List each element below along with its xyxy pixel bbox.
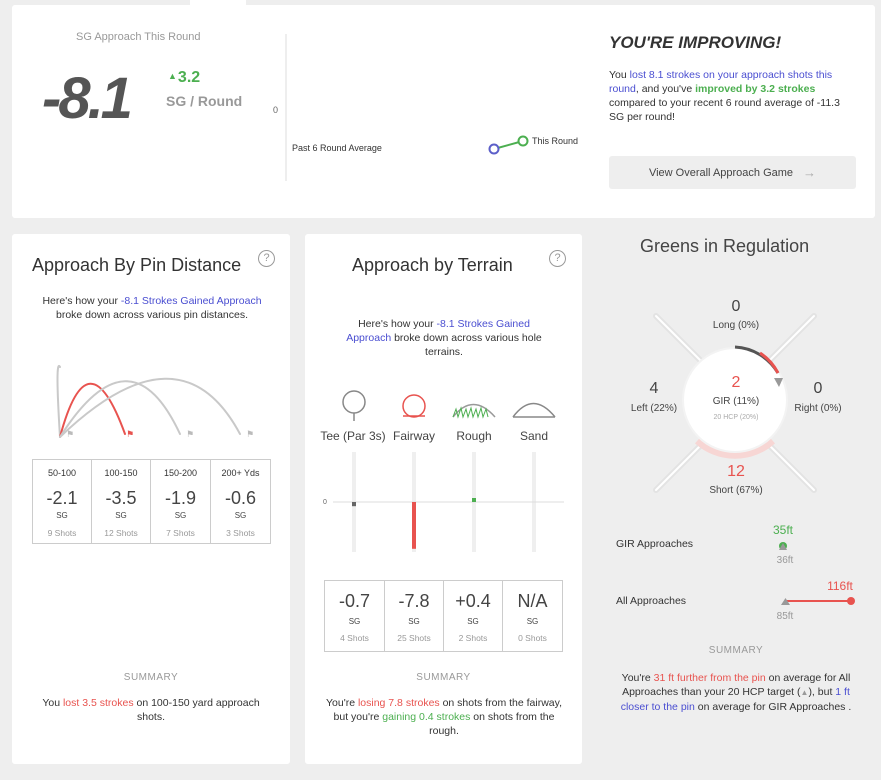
arc-100-150 — [59, 382, 126, 438]
terrain-label-rough: Rough — [456, 429, 492, 443]
gir-long-value: 0 — [731, 298, 741, 315]
gir-right-value: 0 — [813, 380, 823, 397]
all-approaches-target: 85ft — [776, 611, 794, 622]
all-approaches-value: 116ft — [827, 579, 853, 593]
improve-title: YOU'RE IMPROVING! — [609, 33, 782, 52]
gir-long-label: Long (0%) — [712, 320, 760, 331]
terrain-card: Approach by Terrain ? Here's how your -8… — [305, 234, 582, 764]
all-approach-bar — [781, 597, 855, 605]
terrain-label-tee: Tee (Par 3s) — [320, 429, 386, 443]
sand-icon — [512, 402, 556, 418]
terrain-col-sand: N/A SG 0 Shots — [517, 591, 548, 643]
pin-distance-card: Approach By Pin Distance ? Here's how yo… — [12, 234, 290, 764]
all-approaches-label: All Approaches — [616, 595, 687, 607]
terrain-bar-tee — [352, 502, 356, 507]
tee-icon — [342, 390, 366, 414]
pin-distance-arcs: ⚑ ⚑ ⚑ ⚑ — [56, 364, 254, 440]
terrain-col-fairway: -7.8 SG 25 Shots — [385, 581, 444, 651]
gir-summary-text: You're 31 ft further from the pin on ave… — [620, 672, 852, 713]
pin-col-200-plus: 200+ Yds -0.6 SG 3 Shots — [221, 468, 260, 538]
terrain-zero-label: 0 — [323, 499, 327, 506]
gir-title: Greens in Regulation — [640, 236, 810, 256]
sg-delta-unit: SG / Round — [166, 93, 243, 109]
gir-short-value: 12 — [727, 463, 745, 480]
flag-icon: ⚑ — [66, 430, 74, 440]
fairway-icon — [402, 394, 426, 418]
sg-delta: ▲3.2 — [168, 69, 200, 87]
arc-200-plus — [59, 377, 241, 438]
view-overall-approach-button[interactable]: View Overall Approach Game → — [609, 156, 856, 189]
sg-label: SG Approach This Round — [76, 31, 201, 43]
target-triangle-icon: ▲ — [800, 688, 809, 697]
gir-left-label: Left (22%) — [630, 403, 678, 414]
gir-target-arc — [759, 351, 780, 374]
arc-50-100 — [56, 364, 61, 438]
flag-icon: ⚑ — [246, 430, 254, 440]
terrain-sg-chart: 0 — [323, 452, 564, 552]
past-average-marker — [488, 143, 500, 155]
arrow-right-icon: → — [803, 165, 817, 180]
gir-short-label: Short (67%) — [709, 485, 763, 496]
gir-approaches-target: 36ft — [776, 555, 794, 566]
trend-chart: 0 Past 6 Round Average This Round — [273, 34, 578, 181]
past-average-label: Past 6 Round Average — [292, 143, 382, 153]
terrain-summary-text: You're losing 7.8 strokes on shots from … — [325, 697, 563, 737]
pin-col-100-150: 100-150 -3.5 SG 12 Shots — [92, 460, 151, 543]
terrain-label-sand: Sand — [519, 429, 549, 443]
gir-approaches-value: 35ft — [772, 523, 793, 537]
sg-delta-value: 3.2 — [177, 69, 201, 86]
rough-icon — [452, 406, 489, 419]
pin-distance-desc: Here's how your -8.1 Strokes Gained Appr… — [42, 295, 262, 321]
terrain-help-icon[interactable]: ? — [549, 250, 566, 267]
terrain-labels: Tee (Par 3s) Fairway Rough Sand — [319, 429, 569, 443]
pin-distance-title: Approach By Pin Distance — [32, 255, 242, 275]
gir-summary-header: SUMMARY — [708, 645, 764, 656]
pin-col-50-100: 50-100 -2.1 SG 9 Shots — [33, 460, 92, 543]
terrain-table: -0.7 SG 4 Shots -7.8 SG 25 Shots +0.4 SG… — [324, 580, 563, 652]
pin-distance-table: 50-100 -2.1 SG 9 Shots 100-150 -3.5 SG 1… — [32, 459, 271, 544]
terrain-label-fairway: Fairway — [392, 429, 435, 443]
pin-help-icon[interactable]: ? — [258, 250, 275, 267]
arc-150-200 — [59, 380, 181, 438]
flag-icon: ⚑ — [186, 430, 194, 440]
pin-summary-header: SUMMARY — [123, 672, 179, 683]
gir-right-label: Right (0%) — [794, 403, 842, 414]
terrain-desc: Here's how your -8.1 Strokes Gained Appr… — [346, 318, 542, 358]
round-summary-card: SG Approach This Round -8.1 ▲3.2 SG / Ro… — [12, 5, 875, 218]
trend-zero-label: 0 — [273, 105, 278, 115]
gir-diagram — [653, 313, 817, 493]
gir-left-value: 4 — [649, 380, 659, 397]
pin-col-150-200: 150-200 -1.9 SG 7 Shots — [151, 460, 211, 543]
sg-value: -8.1 — [42, 66, 133, 131]
this-round-label: This Round — [532, 136, 578, 146]
flag-icon: ⚑ — [126, 430, 134, 440]
pin-summary-text: You lost 3.5 strokes on 100-150 yard app… — [42, 697, 260, 723]
gir-approaches-label: GIR Approaches — [616, 538, 694, 550]
gir-center-label: GIR (11%) — [712, 396, 760, 407]
terrain-title: Approach by Terrain — [352, 255, 513, 275]
gir-target-marker — [774, 378, 783, 387]
improve-text: You lost 8.1 strokes on your approach sh… — [609, 69, 840, 123]
view-overall-approach-label: View Overall Approach Game — [648, 166, 794, 179]
gir-center-sub: 20 HCP (20%) — [713, 414, 759, 421]
top-tab-indicator — [190, 0, 246, 5]
terrain-summary-header: SUMMARY — [416, 672, 471, 683]
this-round-marker — [517, 135, 529, 147]
gir-center-value: 2 — [731, 374, 741, 391]
terrain-bar-rough — [472, 498, 476, 502]
terrain-icons — [342, 390, 556, 421]
gir-approach-marker — [779, 542, 787, 550]
terrain-col-rough: +0.4 SG 2 Shots — [444, 581, 503, 651]
rough-icon — [452, 403, 496, 418]
terrain-col-tee: -0.7 SG 4 Shots — [325, 581, 385, 651]
up-arrow-icon: ▲ — [168, 71, 177, 81]
terrain-bar-fairway — [412, 502, 416, 549]
short-arc — [694, 436, 776, 459]
